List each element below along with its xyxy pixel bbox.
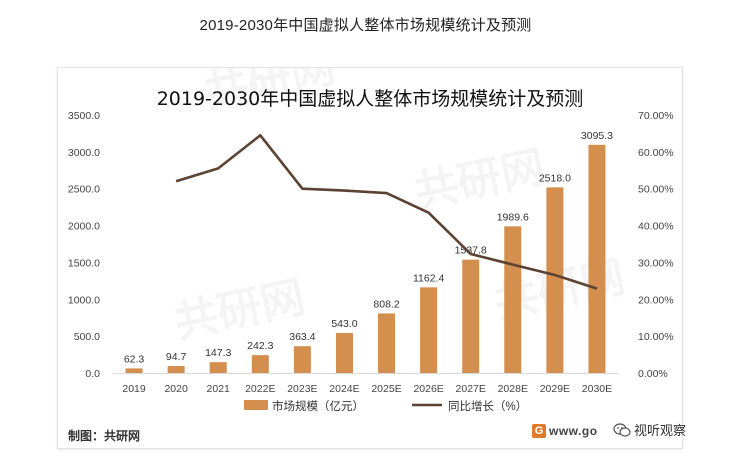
bar-value-label: 2518.0 (539, 172, 571, 184)
bar (546, 187, 564, 373)
bar-value-label: 62.3 (124, 353, 145, 365)
x-tick-label: 2019 (122, 383, 146, 395)
bar (335, 332, 353, 373)
bar-value-label: 242.3 (247, 340, 273, 352)
wechat-account: 视听观察 (613, 420, 686, 439)
bar (167, 366, 185, 373)
x-tick-label: 2025E (371, 383, 401, 395)
x-tick-label: 2029E (540, 383, 570, 395)
source-url: www.go (549, 424, 598, 438)
watermark-text: 共研网 (410, 141, 550, 218)
y-right-tick-label: 10.00% (638, 331, 674, 343)
wechat-name: 视听观察 (634, 423, 687, 438)
bar (504, 226, 522, 373)
y-left-tick-label: 2000.0 (68, 221, 100, 233)
bar-value-label: 808.2 (373, 298, 399, 310)
y-left-tick-label: 0.0 (85, 368, 100, 380)
bar-value-label: 363.4 (289, 331, 315, 343)
legend-bar-label: 市场规模（亿元） (272, 399, 364, 413)
chart-svg: 共研网共研网共研网共研网2019-2030年中国虚拟人整体市场规模统计及预测0.… (68, 68, 674, 413)
y-left-tick-label: 3000.0 (68, 147, 100, 159)
brand-logo-icon: G (532, 424, 546, 438)
chart-title: 2019-2030年中国虚拟人整体市场规模统计及预测 (157, 88, 584, 110)
x-tick-label: 2024E (329, 383, 359, 395)
y-left-tick-label: 3500.0 (68, 110, 100, 122)
y-right-tick-label: 50.00% (638, 184, 674, 196)
bar-value-label: 543.0 (331, 318, 357, 330)
wechat-icon (613, 422, 631, 437)
page-title: 2019-2030年中国虚拟人整体市场规模统计及预测 (199, 17, 532, 34)
y-right-tick-label: 60.00% (638, 147, 674, 159)
bar (125, 368, 143, 373)
x-tick-label: 2023E (287, 383, 317, 395)
x-tick-label: 2026E (413, 383, 443, 395)
bar-value-label: 94.7 (166, 351, 187, 363)
x-tick-label: 2028E (498, 383, 528, 395)
x-tick-label: 2022E (245, 383, 275, 395)
bar (293, 346, 311, 373)
bar-value-label: 147.3 (205, 347, 231, 359)
bar (378, 313, 396, 373)
legend-bar-swatch (244, 400, 268, 410)
bar-value-label: 1537.8 (455, 245, 487, 257)
bar-value-label: 3095.3 (581, 130, 613, 142)
chart-card: 共研网共研网共研网共研网2019-2030年中国虚拟人整体市场规模统计及预测0.… (57, 67, 683, 449)
y-left-tick-label: 2500.0 (68, 184, 100, 196)
y-right-tick-label: 40.00% (638, 221, 674, 233)
source-caption: 制图：共研网 (68, 429, 141, 443)
bar-value-label: 1989.6 (497, 211, 529, 223)
bar (209, 362, 227, 373)
bar (420, 287, 438, 373)
x-tick-label: 2027E (456, 383, 486, 395)
y-left-tick-label: 1000.0 (68, 294, 100, 306)
y-right-tick-label: 30.00% (638, 257, 674, 269)
y-right-tick-label: 70.00% (638, 110, 674, 122)
bar (251, 355, 269, 373)
legend-line-label: 同比增长（%） (448, 399, 527, 413)
bar-value-label: 1162.4 (413, 272, 444, 284)
y-right-tick-label: 0.00% (638, 368, 668, 380)
y-left-tick-label: 500.0 (74, 331, 100, 343)
bar (462, 259, 480, 373)
bar (588, 144, 606, 373)
y-left-tick-label: 1500.0 (68, 257, 100, 269)
x-tick-label: 2020 (164, 383, 188, 395)
y-right-tick-label: 20.00% (638, 294, 674, 306)
x-tick-label: 2030E (582, 383, 612, 395)
x-tick-label: 2021 (207, 383, 231, 395)
